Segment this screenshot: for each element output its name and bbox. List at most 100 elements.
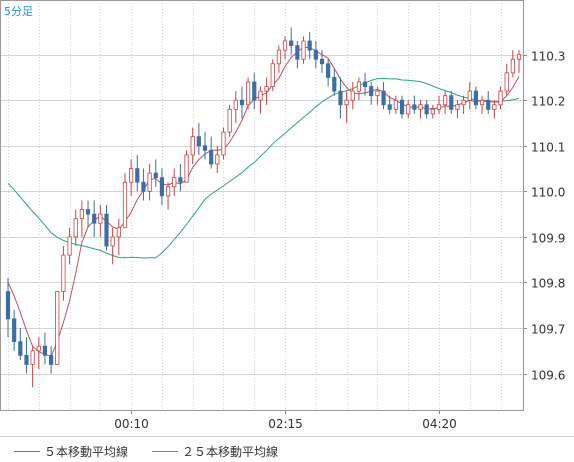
candle-down (319, 58, 325, 65)
y-tick-label: 109.9 (531, 232, 565, 246)
candle-up (443, 95, 448, 106)
y-tick-label: 109.6 (531, 369, 565, 383)
candle-up (30, 350, 35, 365)
chart-title: 5分足 (4, 5, 33, 18)
candle-down (42, 345, 48, 356)
candle-up (418, 104, 423, 110)
candle-down (307, 40, 312, 51)
y-tick-label: 110.0 (531, 186, 565, 200)
candle-up (264, 86, 269, 92)
candle-up (215, 154, 220, 165)
candle-down (209, 149, 214, 165)
candle-up (55, 291, 60, 365)
y-tick-label: 109.7 (531, 323, 565, 337)
legend-swatch-ma5 (14, 451, 40, 452)
legend-item-ma25: ２５本移動平均線 (152, 443, 278, 460)
candle-down (387, 104, 392, 110)
candle-down (381, 90, 386, 106)
candle-down (338, 90, 343, 106)
legend-item-ma5: ５本移動平均線 (14, 443, 128, 460)
candle-up (36, 345, 41, 352)
candle-down (239, 99, 245, 106)
candle-up (172, 177, 177, 188)
candle-up (129, 168, 134, 183)
candle-up (227, 108, 232, 133)
candle-down (369, 86, 374, 97)
candle-down (5, 291, 11, 320)
candle-down (473, 90, 478, 106)
candle-down (295, 45, 300, 60)
candle-up (61, 254, 66, 292)
candle-up (79, 209, 84, 220)
y-tick-label: 110.1 (531, 141, 565, 155)
candle-up (67, 236, 72, 256)
y-tick-label: 110.2 (531, 95, 565, 109)
candle-down (12, 318, 17, 343)
candle-up (498, 90, 503, 106)
candle-up (190, 136, 195, 156)
legend-label-ma5: ５本移動平均線 (44, 445, 129, 459)
candle-down (202, 145, 208, 151)
candle-up (233, 99, 238, 110)
candle-down (153, 172, 158, 179)
candle-up (492, 104, 497, 110)
candle-up (276, 49, 281, 65)
legend-label-ma25: ２５本移動平均線 (182, 445, 279, 459)
candle-up (436, 104, 442, 110)
legend-swatch-ma25 (152, 451, 178, 452)
candle-up (270, 63, 275, 87)
y-tick-label: 110.3 (531, 50, 565, 64)
candle-down (159, 177, 165, 197)
candle-down (24, 354, 29, 365)
candle-up (504, 72, 509, 92)
candle-up (122, 181, 128, 229)
candle-up (73, 218, 78, 238)
x-tick-label: 04:20 (422, 417, 457, 431)
candle-up (461, 99, 466, 106)
candle-up (467, 90, 472, 101)
candle-up (406, 104, 411, 115)
candle-up (98, 213, 103, 224)
candle-down (104, 213, 109, 247)
candle-up (184, 154, 189, 183)
x-tick-label: 02:15 (268, 417, 303, 431)
candle-up (301, 40, 306, 60)
candle-up (344, 99, 349, 106)
candle-down (18, 341, 23, 356)
candle-up (221, 131, 226, 156)
candle-up (375, 90, 380, 97)
candle-up (246, 81, 251, 106)
candle-down (49, 354, 54, 365)
candle-up (282, 40, 288, 51)
plot-frame (0, 0, 524, 411)
x-tick-label: 00:10 (114, 417, 149, 431)
candle-up (393, 99, 398, 110)
candle-down (85, 209, 91, 215)
candle-down (399, 99, 405, 115)
candle-down (313, 49, 318, 60)
candle-down (135, 168, 140, 183)
axis-ticks: 110.3 110.2 110.1 110.0 109.9 109.8 109.7 109.6… (114, 50, 565, 432)
candle-up (350, 90, 355, 101)
candle-up (479, 99, 485, 106)
candle-down (424, 104, 429, 115)
candle-up (455, 104, 460, 110)
candle-down (412, 104, 417, 110)
grid (0, 0, 523, 410)
y-tick-label: 109.8 (531, 277, 565, 291)
candle-up (516, 54, 522, 60)
candle-up (258, 90, 263, 101)
candle-up (510, 58, 515, 74)
candle-down (332, 77, 337, 92)
candle-up (430, 108, 435, 115)
candle-up (116, 227, 121, 238)
candle-down (449, 95, 454, 110)
candle-up (147, 172, 152, 192)
ma25-line (7, 77, 520, 259)
candle-up (165, 186, 171, 197)
candle-down (326, 63, 331, 78)
candle-down (178, 177, 183, 183)
candle-down (92, 213, 97, 224)
candle-down (486, 99, 491, 110)
